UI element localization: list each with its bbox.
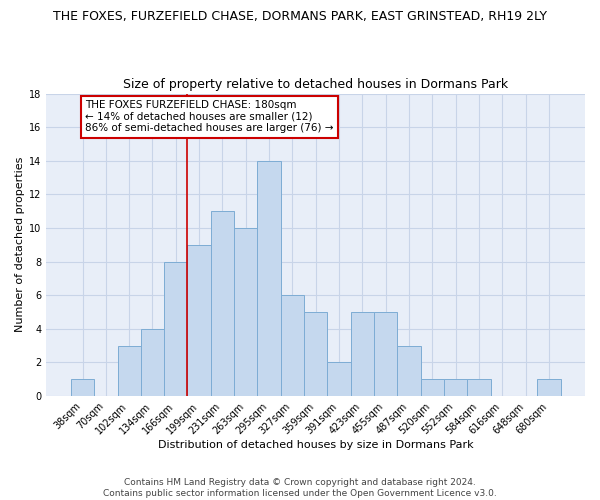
Bar <box>467 379 491 396</box>
Y-axis label: Number of detached properties: Number of detached properties <box>15 157 25 332</box>
Text: Contains HM Land Registry data © Crown copyright and database right 2024.
Contai: Contains HM Land Registry data © Crown c… <box>103 478 497 498</box>
Bar <box>537 379 560 396</box>
Bar <box>421 379 444 396</box>
Bar <box>234 228 257 396</box>
Bar <box>350 312 374 396</box>
X-axis label: Distribution of detached houses by size in Dormans Park: Distribution of detached houses by size … <box>158 440 473 450</box>
Bar <box>211 211 234 396</box>
Bar <box>118 346 141 396</box>
Bar <box>187 245 211 396</box>
Bar <box>141 329 164 396</box>
Text: THE FOXES, FURZEFIELD CHASE, DORMANS PARK, EAST GRINSTEAD, RH19 2LY: THE FOXES, FURZEFIELD CHASE, DORMANS PAR… <box>53 10 547 23</box>
Bar <box>328 362 350 396</box>
Bar <box>281 295 304 396</box>
Text: THE FOXES FURZEFIELD CHASE: 180sqm
← 14% of detached houses are smaller (12)
86%: THE FOXES FURZEFIELD CHASE: 180sqm ← 14%… <box>85 100 334 134</box>
Bar <box>257 161 281 396</box>
Title: Size of property relative to detached houses in Dormans Park: Size of property relative to detached ho… <box>123 78 508 91</box>
Bar <box>397 346 421 396</box>
Bar <box>304 312 328 396</box>
Bar <box>71 379 94 396</box>
Bar <box>164 262 187 396</box>
Bar <box>444 379 467 396</box>
Bar <box>374 312 397 396</box>
